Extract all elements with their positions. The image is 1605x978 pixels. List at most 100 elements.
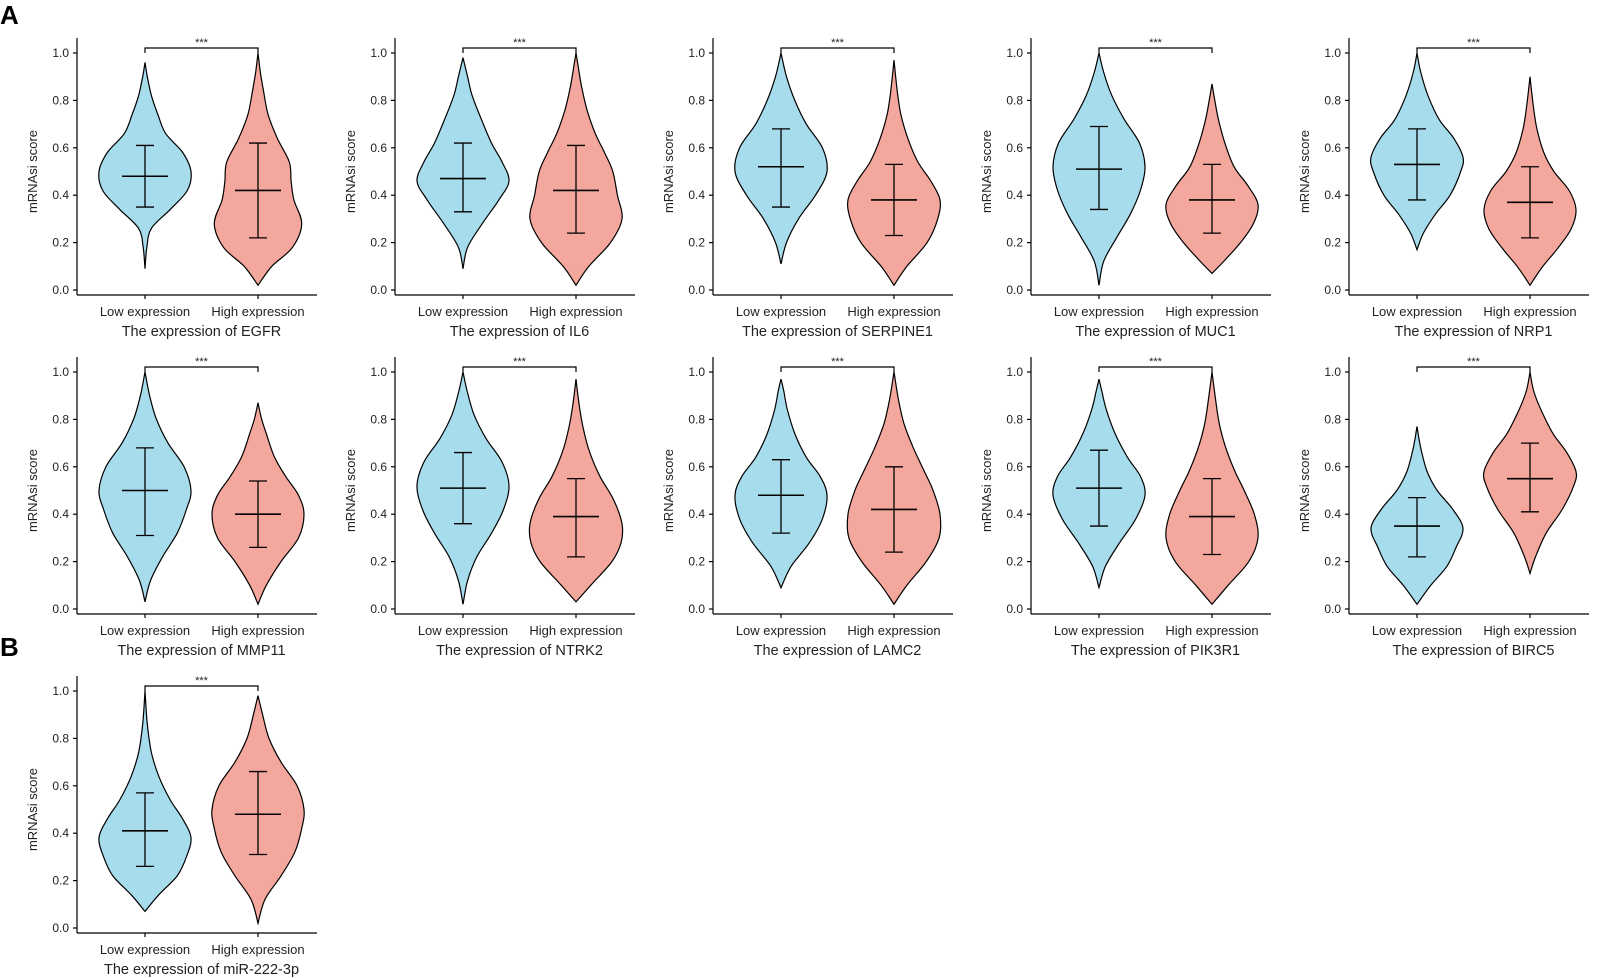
y-tick-label: 0.6 (1006, 460, 1023, 474)
x-axis-title: The expression of MMP11 (117, 643, 285, 659)
x-tick-label: Low expression (736, 623, 826, 638)
y-tick-label: 0.0 (1324, 283, 1341, 297)
y-tick-label: 0.8 (52, 731, 69, 745)
panel-label-b: B (0, 632, 19, 662)
y-tick-label: 0.0 (52, 921, 69, 935)
x-tick-label: High expression (529, 304, 622, 319)
y-tick-label: 0.4 (52, 507, 69, 521)
x-axis-title: The expression of BIRC5 (1393, 643, 1555, 659)
y-tick-label: 0.0 (1324, 602, 1341, 616)
y-tick-label: 1.0 (1006, 365, 1023, 379)
y-tick-label: 0.8 (52, 412, 69, 426)
significance-label: *** (831, 356, 845, 368)
violin-chart: 0.0 0.2 0.4 0.6 0.8 1.0 mRNAsi score Low expres… (1297, 356, 1589, 659)
significance-bracket (144, 685, 259, 691)
y-tick-label: 0.4 (1324, 507, 1341, 521)
violin-chart: 0.0 0.2 0.4 0.6 0.8 1.0 mRNAsi score Low expres… (661, 37, 953, 340)
violin-chart: 0.0 0.2 0.4 0.6 0.8 1.0 mRNAsi score Low expres… (343, 356, 635, 659)
y-tick-label: 0.0 (1006, 283, 1023, 297)
y-tick-label: 0.4 (1006, 188, 1023, 202)
significance-label: *** (195, 675, 209, 687)
y-tick-label: 0.4 (688, 188, 705, 202)
y-tick-label: 0.6 (52, 779, 69, 793)
y-tick-label: 0.2 (370, 555, 387, 569)
significance-bracket (780, 47, 895, 53)
x-tick-label: High expression (1483, 304, 1576, 319)
y-tick-label: 0.2 (52, 555, 69, 569)
y-axis-label: mRNAsi score (1297, 130, 1312, 213)
y-tick-label: 0.4 (688, 507, 705, 521)
y-tick-label: 0.8 (370, 412, 387, 426)
significance-bracket (144, 47, 259, 53)
y-tick-label: 0.0 (688, 283, 705, 297)
significance-label: *** (513, 356, 527, 368)
y-tick-label: 0.6 (1006, 141, 1023, 155)
y-tick-label: 0.8 (370, 93, 387, 107)
y-tick-label: 0.8 (1006, 412, 1023, 426)
violin-chart: 0.0 0.2 0.4 0.6 0.8 1.0 mRNAsi score Low expres… (979, 356, 1271, 659)
y-axis-label: mRNAsi score (343, 449, 358, 532)
y-tick-label: 1.0 (370, 365, 387, 379)
significance-bracket (1416, 366, 1531, 372)
x-tick-label: High expression (1165, 304, 1258, 319)
significance-label: *** (1467, 37, 1481, 49)
y-tick-label: 0.6 (52, 460, 69, 474)
x-tick-label: Low expression (1054, 623, 1144, 638)
significance-label: *** (1149, 37, 1163, 49)
y-tick-label: 0.2 (1006, 555, 1023, 569)
x-tick-label: Low expression (418, 623, 508, 638)
x-tick-label: Low expression (100, 942, 190, 957)
x-axis-title: The expression of NTRK2 (436, 643, 603, 659)
significance-bracket (144, 366, 259, 372)
x-tick-label: High expression (211, 304, 304, 319)
x-axis-title: The expression of EGFR (122, 324, 282, 340)
violin-chart: 0.0 0.2 0.4 0.6 0.8 1.0 mRNAsi score Low expres… (25, 675, 317, 978)
y-axis-label: mRNAsi score (661, 449, 676, 532)
y-axis-label: mRNAsi score (979, 130, 994, 213)
violin-chart: 0.0 0.2 0.4 0.6 0.8 1.0 mRNAsi score Low expres… (343, 37, 635, 340)
x-tick-label: Low expression (736, 304, 826, 319)
y-axis-label: mRNAsi score (25, 768, 40, 851)
significance-bracket (1416, 47, 1531, 53)
y-tick-label: 0.2 (370, 236, 387, 250)
x-tick-label: High expression (211, 623, 304, 638)
significance-bracket (1098, 366, 1213, 372)
x-axis-title: The expression of miR-222-3p (104, 962, 299, 978)
significance-label: *** (831, 37, 845, 49)
y-axis-label: mRNAsi score (1297, 449, 1312, 532)
y-tick-label: 0.4 (1006, 507, 1023, 521)
x-tick-label: Low expression (418, 304, 508, 319)
significance-label: *** (195, 356, 209, 368)
y-tick-label: 1.0 (688, 46, 705, 60)
x-tick-label: High expression (1483, 623, 1576, 638)
x-tick-label: High expression (1165, 623, 1258, 638)
y-tick-label: 1.0 (688, 365, 705, 379)
y-tick-label: 0.2 (688, 236, 705, 250)
y-tick-label: 0.6 (370, 460, 387, 474)
y-tick-label: 1.0 (1006, 46, 1023, 60)
y-tick-label: 0.2 (52, 236, 69, 250)
y-tick-label: 0.8 (1324, 93, 1341, 107)
y-axis-label: mRNAsi score (979, 449, 994, 532)
significance-bracket (462, 47, 577, 53)
significance-bracket (462, 366, 577, 372)
y-tick-label: 0.6 (688, 141, 705, 155)
y-tick-label: 0.4 (370, 507, 387, 521)
x-axis-title: The expression of MUC1 (1075, 324, 1235, 340)
x-tick-label: Low expression (1054, 304, 1144, 319)
y-tick-label: 0.2 (1324, 555, 1341, 569)
violin-chart: 0.0 0.2 0.4 0.6 0.8 1.0 mRNAsi score Low expres… (25, 37, 317, 340)
x-tick-label: High expression (847, 304, 940, 319)
y-tick-label: 0.6 (1324, 141, 1341, 155)
y-tick-label: 0.2 (1006, 236, 1023, 250)
significance-bracket (780, 366, 895, 372)
y-tick-label: 0.2 (688, 555, 705, 569)
y-tick-label: 0.6 (1324, 460, 1341, 474)
y-tick-label: 0.0 (52, 602, 69, 616)
y-tick-label: 0.4 (52, 188, 69, 202)
y-tick-label: 0.4 (52, 826, 69, 840)
y-tick-label: 0.2 (52, 874, 69, 888)
x-tick-label: High expression (847, 623, 940, 638)
y-axis-label: mRNAsi score (343, 130, 358, 213)
